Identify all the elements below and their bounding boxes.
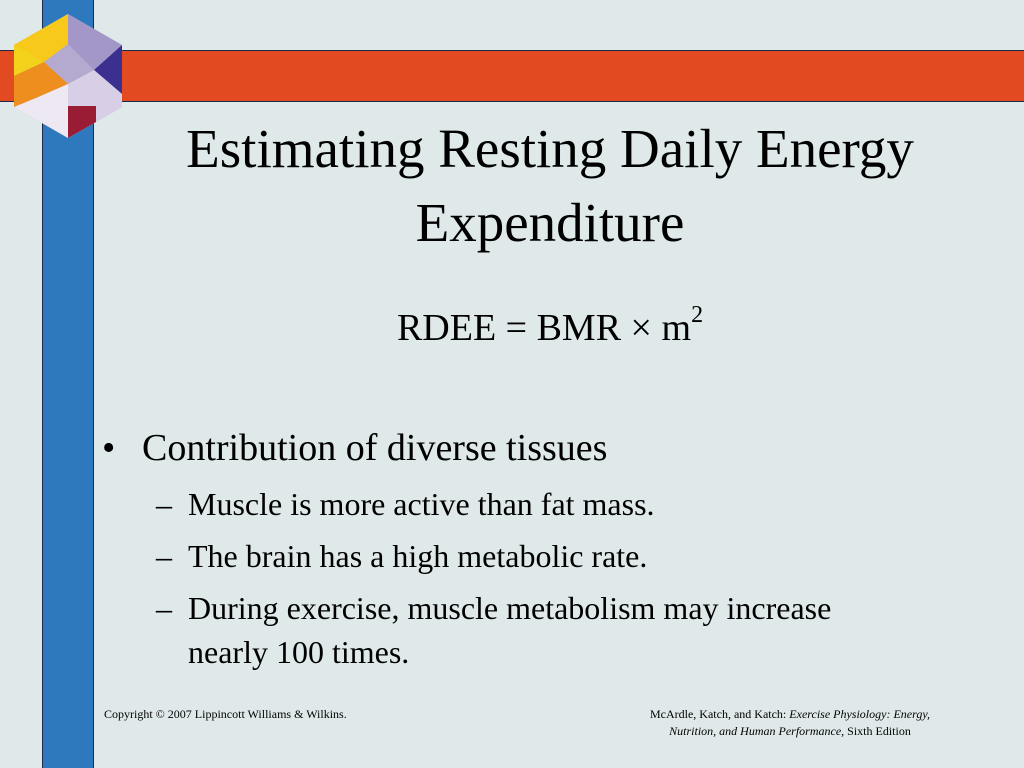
sub-text: Muscle is more active than fat mass. [188, 486, 655, 522]
title-line-2: Expenditure [415, 192, 685, 253]
citation-book-line-1: Exercise Physiology: Energy, [789, 707, 931, 721]
colored-cube-icon [14, 14, 122, 138]
citation-book-line-2: Nutrition, and Human Performance, [669, 724, 845, 738]
citation-edition: Sixth Edition [844, 724, 911, 738]
sub-text-continuation: nearly 100 times. [188, 634, 410, 670]
sub-text: The brain has a high metabolic rate. [188, 538, 648, 574]
sub-dash: – [156, 590, 172, 626]
citation-footer: McArdle, Katch, and Katch: Exercise Phys… [560, 706, 1020, 740]
sub-dash: – [156, 486, 172, 522]
orange-header-band [0, 50, 1024, 102]
rdee-formula: RDEE = BMR × m2 [110, 303, 990, 353]
sub-text: During exercise, muscle metabolism may i… [188, 590, 832, 626]
copyright-footer: Copyright © 2007 Lippincott Williams & W… [104, 707, 347, 721]
bullet-mark: • [102, 427, 116, 469]
sub-item: – The brain has a high metabolic rate. [156, 534, 647, 578]
citation-authors: McArdle, Katch, and Katch: [649, 707, 790, 721]
title-line-1: Estimating Resting Daily Energy [186, 118, 914, 179]
bullet-text: Contribution of diverse tissues [142, 427, 608, 469]
slide-title: Estimating Resting Daily Energy Expendit… [110, 112, 990, 260]
sub-item: – Muscle is more active than fat mass. [156, 482, 655, 526]
formula-exponent: 2 [691, 302, 704, 329]
sub-dash: – [156, 538, 172, 574]
formula-text: RDEE = BMR × m [396, 307, 692, 349]
sub-item: – During exercise, muscle metabolism may … [156, 586, 831, 674]
bullet-item: • Contribution of diverse tissues [102, 425, 607, 471]
